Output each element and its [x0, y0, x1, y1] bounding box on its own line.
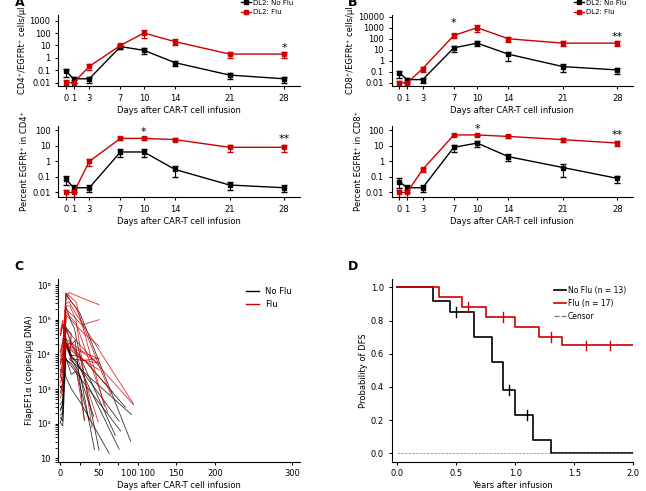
- Text: *: *: [451, 18, 457, 28]
- Text: **: **: [278, 134, 290, 144]
- Y-axis label: Percent EGFRt⁺ in CD4⁺: Percent EGFRt⁺ in CD4⁺: [20, 111, 29, 211]
- X-axis label: Days after CAR-T cell infusion: Days after CAR-T cell infusion: [117, 481, 241, 490]
- Legend: DL2: No Flu, DL2: Flu: DL2: No Flu, DL2: Flu: [238, 0, 297, 18]
- Text: **: **: [612, 32, 623, 42]
- Y-axis label: Percent EGFRt⁺ in CD8⁺: Percent EGFRt⁺ in CD8⁺: [354, 111, 362, 212]
- Text: B: B: [348, 0, 357, 9]
- X-axis label: Days after CAR-T cell infusion: Days after CAR-T cell infusion: [117, 217, 241, 225]
- X-axis label: Days after CAR-T cell infusion: Days after CAR-T cell infusion: [117, 106, 241, 115]
- Y-axis label: FlapEF1α (copies/µg DNA): FlapEF1α (copies/µg DNA): [25, 316, 34, 425]
- Legend: No Flu (n = 13), Flu (n = 17), Censor: No Flu (n = 13), Flu (n = 17), Censor: [551, 283, 629, 324]
- X-axis label: Days after CAR-T cell infusion: Days after CAR-T cell infusion: [450, 106, 574, 115]
- Y-axis label: CD4⁺/EGFRt⁺ cells/µl: CD4⁺/EGFRt⁺ cells/µl: [17, 7, 26, 94]
- Legend: No Flu, Flu: No Flu, Flu: [243, 283, 295, 312]
- Text: *: *: [141, 127, 147, 137]
- Text: **: **: [612, 131, 623, 140]
- X-axis label: Years after infusion: Years after infusion: [472, 481, 553, 490]
- Text: D: D: [348, 260, 359, 273]
- Y-axis label: CD8⁺/EGFRt⁺ cells/µl: CD8⁺/EGFRt⁺ cells/µl: [346, 7, 355, 94]
- Text: A: A: [15, 0, 25, 9]
- Text: *: *: [281, 43, 287, 53]
- Y-axis label: Probability of DFS: Probability of DFS: [359, 333, 368, 408]
- Text: *: *: [474, 124, 480, 134]
- Legend: DL2: No Flu, DL2: Flu: DL2: No Flu, DL2: Flu: [571, 0, 630, 18]
- X-axis label: Days after CAR-T cell infusion: Days after CAR-T cell infusion: [450, 217, 574, 225]
- Text: C: C: [15, 260, 24, 273]
